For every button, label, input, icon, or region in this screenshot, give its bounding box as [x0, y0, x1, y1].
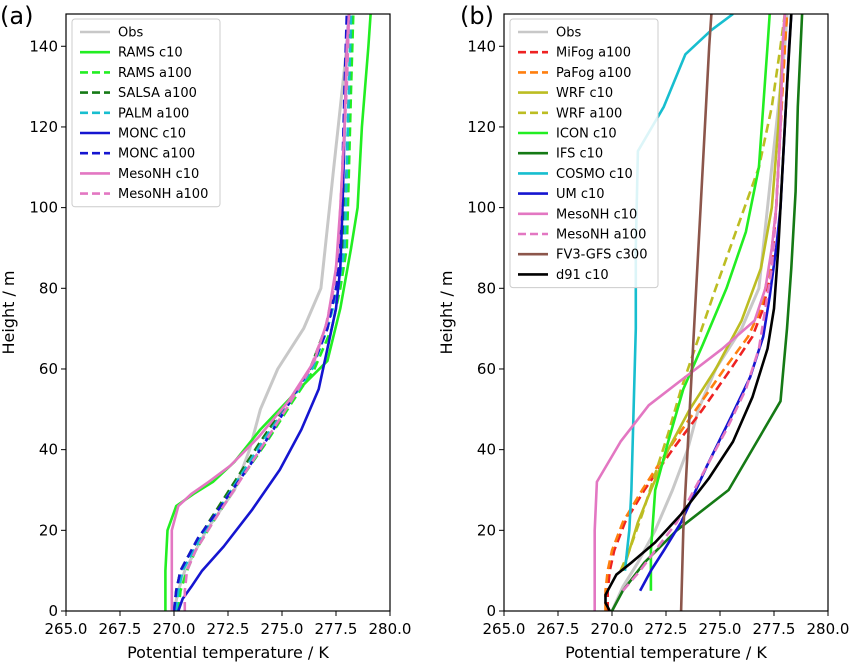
y-tick-label: 0 — [48, 602, 58, 620]
x-tick-label: 277.5 — [753, 620, 796, 638]
x-tick-label: 280.0 — [369, 620, 412, 638]
panel-label: (b) — [460, 2, 494, 30]
legend-box — [509, 18, 659, 289]
series-line-11 — [679, 14, 713, 611]
legend-label: Obs — [556, 26, 581, 41]
legend-label: MONC a100 — [118, 147, 195, 162]
legend: Obs RAMS c10 RAMS a100 SALSA a100 PALM a100 M… — [71, 18, 221, 208]
series-line-7 — [623, 14, 734, 571]
y-tick-label: 60 — [477, 360, 496, 378]
legend-label: MesoNH a100 — [118, 187, 208, 202]
panel-a: 265.0 267.5 270.0 272.5 275.0 277.5 280.0 0 20 40… — [0, 2, 411, 662]
y-tick-label: 60 — [39, 360, 58, 378]
y-tick-label: 100 — [29, 199, 58, 217]
x-tick-label: 265.0 — [483, 620, 526, 638]
x-tick-label: 270.0 — [153, 620, 196, 638]
y-tick-label: 80 — [39, 279, 58, 297]
legend-label: MesoNH c10 — [556, 207, 637, 222]
legend-label: PaFog a100 — [556, 66, 631, 81]
series-line-12 — [604, 14, 793, 611]
legend-label: SALSA a100 — [118, 86, 197, 101]
panel-label: (a) — [0, 2, 33, 30]
series-line-8 — [183, 14, 351, 611]
legend-label: MiFog a100 — [556, 46, 631, 61]
y-tick-label: 40 — [477, 441, 496, 459]
x-tick-label: 270.0 — [591, 620, 634, 638]
series-line-3 — [621, 14, 787, 572]
y-tick-label: 140 — [467, 37, 496, 55]
y-tick-label: 100 — [467, 199, 496, 217]
series-line-2 — [604, 14, 789, 611]
legend-label: IFS c10 — [556, 147, 603, 162]
y-tick-label: 140 — [29, 37, 58, 55]
y-axis-title: Height / m — [0, 270, 18, 354]
series-line-1 — [606, 14, 789, 611]
series-line-10 — [621, 14, 787, 592]
x-tick-label: 277.5 — [315, 620, 358, 638]
legend-box — [71, 18, 221, 208]
series-line-4 — [619, 14, 787, 572]
legend-label: d91 c10 — [556, 268, 609, 283]
series-line-1 — [164, 14, 372, 611]
series-line-8 — [638, 14, 793, 592]
x-tick-label: 272.5 — [645, 620, 688, 638]
legend-label: MesoNH c10 — [118, 167, 199, 182]
y-tick-label: 40 — [39, 441, 58, 459]
legend-label: Obs — [118, 26, 143, 41]
y-tick-label: 0 — [486, 602, 496, 620]
legend-label: RAMS c10 — [118, 46, 183, 61]
y-tick-label: 80 — [477, 279, 496, 297]
legend-label: UM c10 — [556, 187, 605, 202]
x-axis-title: Potential temperature / K — [565, 643, 767, 662]
legend-label: PALM a100 — [118, 106, 189, 121]
legend-label: FV3-GFS c300 — [556, 248, 647, 263]
x-tick-label: 265.0 — [45, 620, 88, 638]
x-tick-label: 267.5 — [537, 620, 580, 638]
legend-label: WRF c10 — [556, 86, 613, 101]
x-tick-label: 272.5 — [207, 620, 250, 638]
y-axis-title: Height / m — [437, 270, 456, 354]
series-line-0 — [610, 14, 789, 611]
legend-label: WRF a100 — [556, 106, 622, 121]
series-line-9 — [593, 14, 787, 611]
legend-label: MONC c10 — [118, 127, 186, 142]
legend: Obs MiFog a100 PaFog a100 WRF c10 WRF a100 IC… — [509, 18, 659, 289]
x-axis-title: Potential temperature / K — [127, 643, 329, 662]
series-line-6 — [610, 14, 804, 611]
panel-b: 265.0 267.5 270.0 272.5 275.0 277.5 280.0 0 20 40… — [437, 2, 849, 662]
legend-label: COSMO c10 — [556, 167, 633, 182]
x-tick-label: 267.5 — [99, 620, 142, 638]
y-tick-label: 120 — [467, 118, 496, 136]
y-tick-label: 20 — [477, 521, 496, 539]
y-tick-label: 120 — [29, 118, 58, 136]
series-line-5 — [649, 14, 771, 591]
legend-label: ICON c10 — [556, 127, 617, 142]
series-lines — [164, 14, 372, 611]
x-tick-label: 275.0 — [261, 620, 304, 638]
series-lines — [593, 14, 804, 611]
legend-label: RAMS a100 — [118, 66, 192, 81]
y-tick-label: 20 — [39, 521, 58, 539]
legend-label: MesoNH a100 — [556, 228, 646, 243]
x-tick-label: 275.0 — [699, 620, 742, 638]
x-tick-label: 280.0 — [807, 620, 850, 638]
